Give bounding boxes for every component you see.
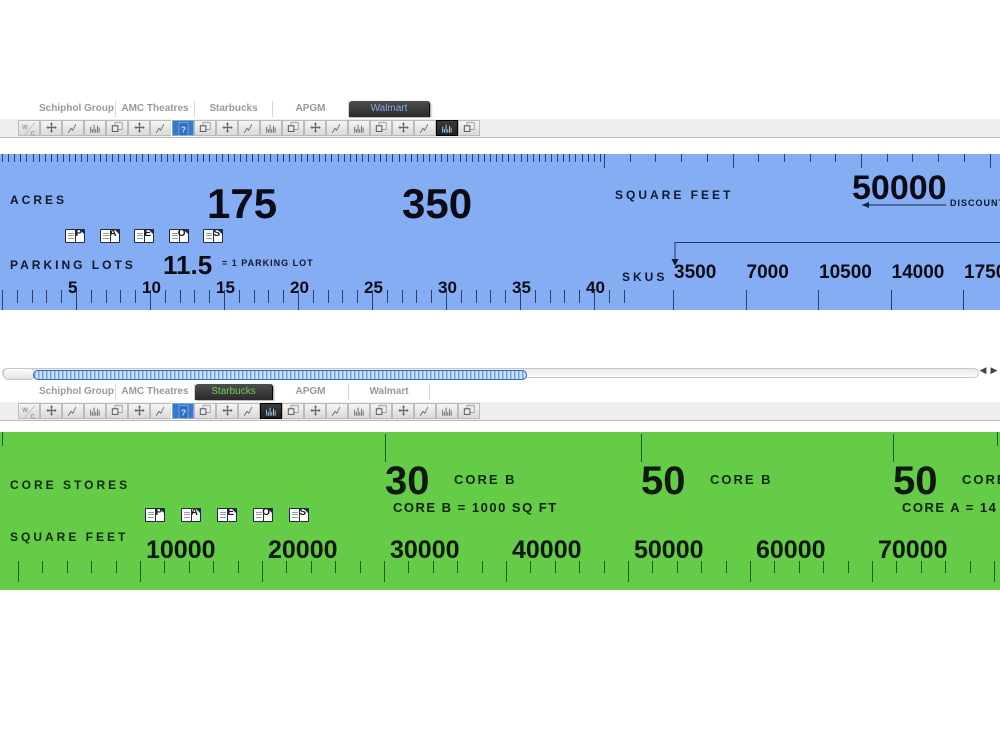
svg-text:W: W	[22, 407, 28, 414]
svg-text:C: C	[31, 414, 36, 421]
svg-text:W: W	[22, 124, 28, 131]
svg-text:?: ?	[181, 124, 186, 134]
svg-text:?: ?	[181, 407, 186, 417]
svg-text:C: C	[31, 131, 36, 138]
